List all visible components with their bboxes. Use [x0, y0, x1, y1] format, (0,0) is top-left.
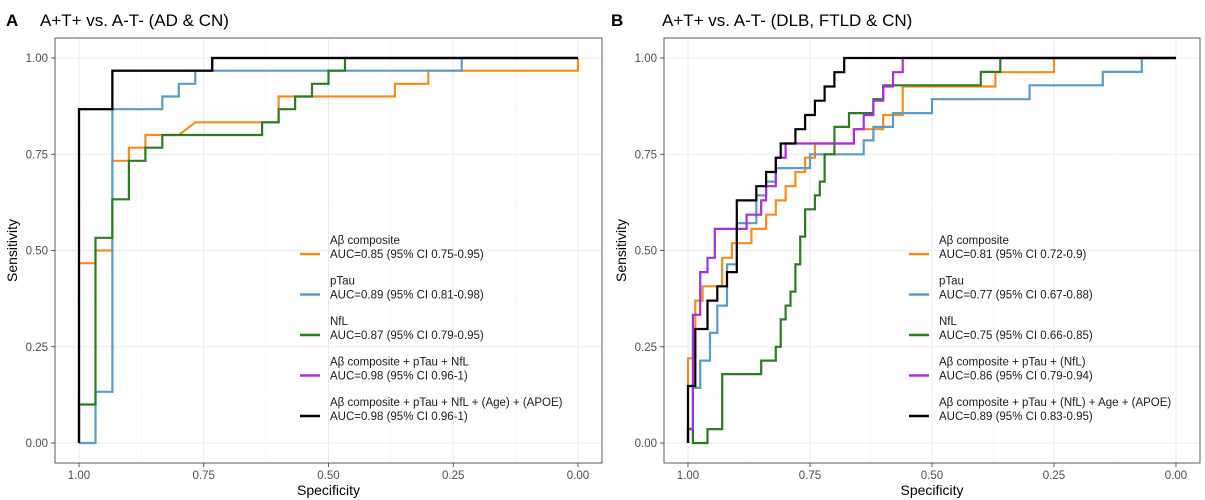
- y-tick-label: 0.75: [26, 149, 48, 161]
- y-tick-label: 0.00: [26, 438, 48, 450]
- panel-letter: A: [6, 11, 18, 30]
- roc-curve-5: [77, 56, 578, 443]
- legend-auc-label: AUC=0.89 (95% CI 0.83-0.95): [939, 411, 1093, 423]
- roc-curve-4: [686, 56, 1176, 443]
- panel-b: B A+T+ vs. A-T- (DLB, FTLD & CN) 1.00 0.75 0…: [611, 11, 1201, 498]
- legend-auc-label: AUC=0.85 (95% CI 0.75-0.95): [330, 249, 484, 261]
- legend-series-name: pTau: [330, 276, 355, 288]
- panel-title: A+T+ vs. A-T- (AD & CN): [40, 11, 229, 30]
- panel-letter: B: [611, 11, 623, 30]
- legend: Aβ composite AUC=0.85 (95% CI 0.75-0.95) p…: [300, 235, 563, 423]
- legend-series-name: NfL: [330, 316, 349, 328]
- y-tick-label: 1.00: [26, 53, 48, 65]
- x-axis-title: Specificity: [297, 482, 360, 498]
- panel-title: A+T+ vs. A-T- (DLB, FTLD & CN): [662, 11, 912, 30]
- legend-series-name: Aβ composite: [330, 235, 400, 247]
- y-tick-label: 0.50: [635, 246, 657, 258]
- legend-series-name: Aβ composite + pTau + NfL: [330, 357, 470, 369]
- x-tick-label: 0.75: [799, 470, 821, 482]
- x-tick-label: 0.50: [921, 470, 943, 482]
- x-tick-label: 0.50: [317, 470, 339, 482]
- y-tick-label: 1.00: [635, 53, 657, 65]
- x-tick-label: 1.00: [68, 470, 90, 482]
- x-tick-label: 0.00: [1165, 470, 1187, 482]
- legend-auc-label: AUC=0.75 (95% CI 0.66-0.85): [939, 330, 1093, 342]
- y-tick-label: 0.75: [635, 149, 657, 161]
- legend-auc-label: AUC=0.98 (95% CI 0.96-1): [330, 411, 468, 423]
- legend-auc-label: AUC=0.98 (95% CI 0.96-1): [330, 371, 468, 383]
- y-tick-label: 0.50: [26, 246, 48, 258]
- x-tick-label: 0.00: [567, 470, 589, 482]
- legend-auc-label: AUC=0.89 (95% CI 0.81-0.98): [330, 290, 484, 302]
- legend-series-name: pTau: [939, 276, 964, 288]
- roc-curve-3: [77, 56, 578, 443]
- y-tick-label: 0.00: [635, 438, 657, 450]
- legend-auc-label: AUC=0.87 (95% CI 0.79-0.95): [330, 330, 484, 342]
- legend-series-name: Aβ composite: [939, 235, 1009, 247]
- legend: Aβ composite AUC=0.81 (95% CI 0.72-0.9) pT…: [909, 235, 1171, 423]
- y-tick-label: 0.25: [635, 342, 657, 354]
- x-axis-title: Specificity: [900, 482, 963, 498]
- y-axis-title: Sensitivity: [613, 219, 629, 282]
- y-tick-label: 0.25: [26, 342, 48, 354]
- legend-series-name: Aβ composite + pTau + (NfL) + Age + (APO…: [939, 397, 1171, 409]
- roc-curve-2: [79, 56, 578, 445]
- x-tick-label: 0.25: [1043, 470, 1065, 482]
- x-tick-label: 0.75: [193, 470, 215, 482]
- legend-auc-label: AUC=0.81 (95% CI 0.72-0.9): [939, 249, 1087, 261]
- legend-auc-label: AUC=0.86 (95% CI 0.79-0.94): [939, 371, 1093, 383]
- legend-auc-label: AUC=0.77 (95% CI 0.67-0.88): [939, 290, 1093, 302]
- panel-a: A A+T+ vs. A-T- (AD & CN) 1.00 0.75 0.50 0.25…: [4, 11, 603, 498]
- roc-curve-1: [686, 56, 1176, 443]
- y-axis-title: Sensitivity: [4, 219, 20, 282]
- x-tick-label: 1.00: [677, 470, 699, 482]
- legend-series-name: Aβ composite + pTau + NfL + (Age) + (APO…: [330, 397, 563, 409]
- legend-series-name: Aβ composite + pTau + (NfL): [939, 357, 1086, 369]
- roc-curve-3: [686, 56, 1176, 445]
- legend-series-name: NfL: [939, 316, 958, 328]
- x-tick-label: 0.25: [442, 470, 464, 482]
- roc-curve-5: [686, 56, 1176, 443]
